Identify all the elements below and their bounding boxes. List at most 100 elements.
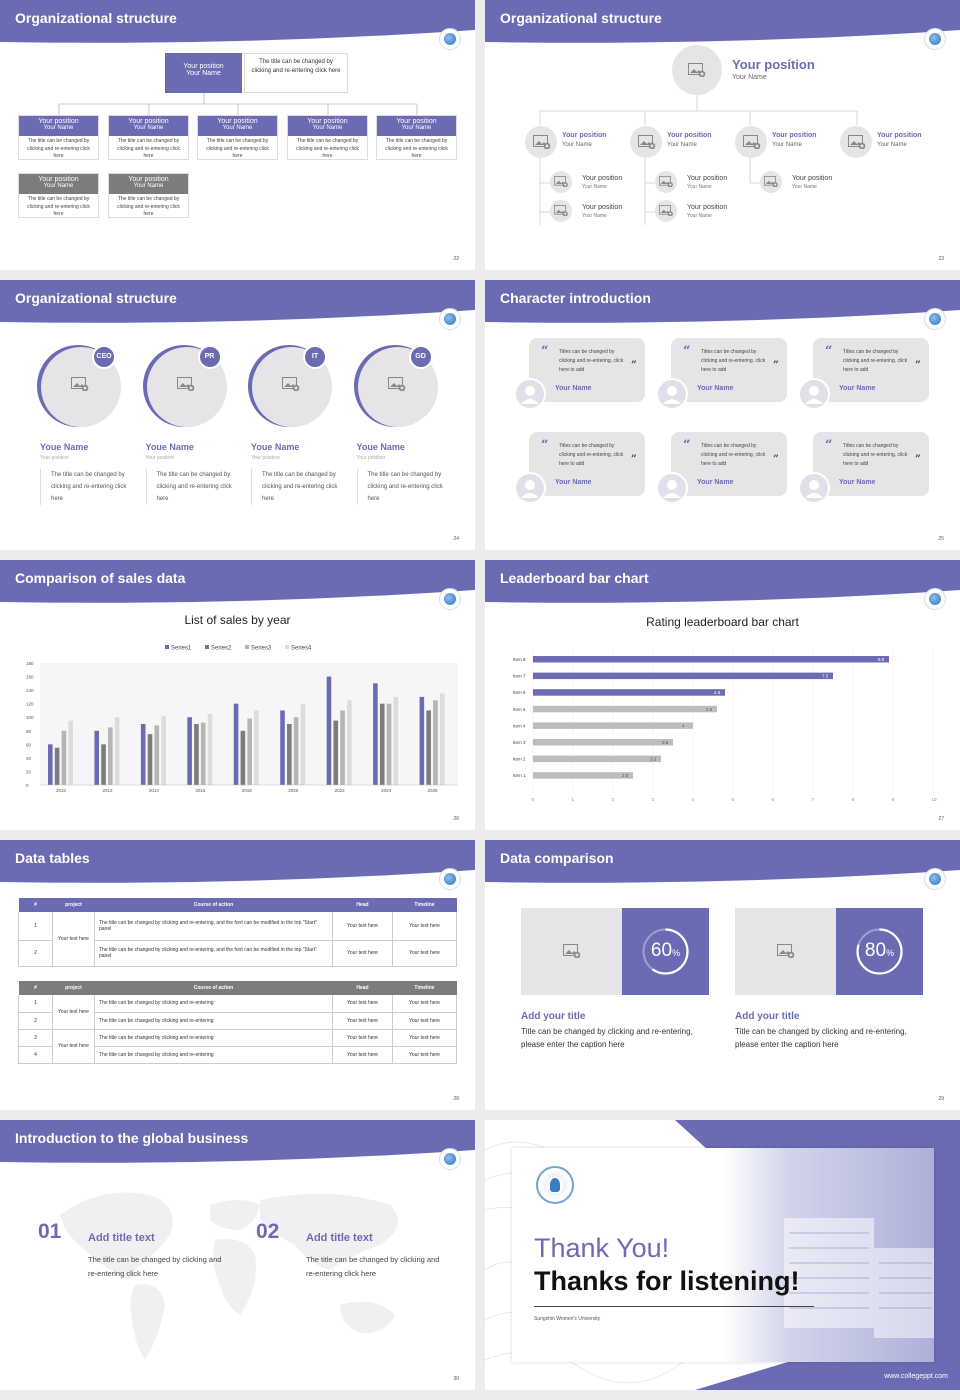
item-text: The title can be changed by clicking and… — [306, 1255, 440, 1279]
slide-22[interactable]: Organizational structure Your position Y… — [0, 0, 475, 270]
member-avatar[interactable] — [525, 126, 557, 158]
member-position: Your position — [792, 175, 833, 182]
photo-placeholder[interactable] — [357, 347, 438, 427]
head-cell: Your text here — [332, 995, 393, 1012]
table-header-row: # project Course of action Head Timeline — [18, 981, 457, 995]
bar — [533, 772, 633, 779]
timeline-cell: Your text here — [392, 940, 457, 966]
member-avatar[interactable] — [550, 171, 572, 193]
quote-card[interactable]: “ Titles can be changed by clicking and r… — [529, 432, 645, 496]
table-row: 4 The title can be changed by clicking a… — [18, 1046, 457, 1063]
item-heading: Add title text — [306, 1232, 373, 1244]
x-tick-label: 1 — [572, 797, 575, 802]
slide-30[interactable]: Introduction to the global business 01 Ad… — [0, 1120, 475, 1390]
data-label: 8.9 — [878, 657, 885, 662]
avatar[interactable] — [514, 472, 546, 504]
member-avatar[interactable] — [550, 200, 572, 222]
slide-title: Organizational structure — [15, 290, 177, 306]
slide-title: Organizational structure — [15, 10, 177, 26]
quote-card[interactable]: “ Titles can be changed by clicking and r… — [529, 338, 645, 402]
org-box[interactable]: Your position Your Name The title can be c… — [197, 115, 278, 160]
slide-24[interactable]: Organizational structure CEO Youe Name You… — [0, 280, 475, 550]
page-number: 27 — [938, 816, 944, 822]
member-avatar[interactable] — [655, 171, 677, 193]
image-placeholder[interactable] — [735, 908, 836, 995]
comparison-card[interactable]: 60% — [521, 908, 709, 995]
legend-label: Series4 — [291, 646, 312, 652]
position-label: Your position — [38, 176, 79, 183]
world-map-background — [60, 1192, 398, 1360]
box-description: The title can be changed by clicking and… — [296, 138, 359, 159]
quote-card[interactable]: “ Titles can be changed by clicking and r… — [671, 338, 787, 402]
slide-26[interactable]: Comparison of sales data List of sales b… — [0, 560, 475, 830]
member-avatar[interactable] — [840, 126, 872, 158]
x-tick-label: 3 — [652, 797, 655, 802]
avatar[interactable] — [798, 472, 830, 504]
slide-27[interactable]: Leaderboard bar chart Rating leaderboard… — [485, 560, 960, 830]
member-avatar[interactable] — [630, 126, 662, 158]
org-box[interactable]: Your position Your Name The title can be c… — [287, 115, 368, 160]
position-label: Your position — [217, 118, 258, 125]
person-card[interactable]: GD Youe Name Your position The title can be… — [353, 345, 444, 525]
open-quote-icon: “ — [683, 438, 691, 453]
slide-31-closing[interactable]: Thank You! Thanks for listening! Sungshi… — [485, 1120, 960, 1390]
avatar[interactable] — [798, 378, 830, 410]
row-number: 3 — [18, 1029, 53, 1046]
quote-card[interactable]: “ Titles can be changed by clicking and r… — [813, 338, 929, 402]
org-box[interactable]: Your position Your Name The title can be c… — [376, 115, 457, 160]
character-name: Your Name — [555, 479, 592, 486]
x-tick-label: 2012 — [102, 788, 113, 793]
slide-23[interactable]: Organizational structure Your position Y… — [485, 0, 960, 270]
person-card[interactable]: CEO Youe Name Your position The title can b… — [37, 345, 127, 525]
avatar[interactable] — [656, 472, 688, 504]
org-box[interactable]: Your position Your Name The title can be c… — [18, 173, 99, 218]
top-name: Your Name — [732, 74, 767, 81]
x-tick-label: 2010 — [56, 788, 67, 793]
row-number: 2 — [18, 940, 53, 966]
quote-text: Titles can be changed by clicking and re… — [559, 349, 624, 373]
org-box[interactable]: Your position Your Name The title can be c… — [18, 115, 99, 160]
head-cell: Your text here — [332, 1012, 393, 1029]
quote-card[interactable]: “ Titles can be changed by clicking and r… — [813, 432, 929, 496]
role-badge: GD — [408, 345, 433, 369]
legend-label: Series2 — [211, 646, 232, 652]
bar — [187, 717, 192, 785]
position-label: Your position — [38, 118, 79, 125]
timeline-cell: Your text here — [392, 912, 457, 940]
person-card[interactable]: PR Youe Name Your position The title can be… — [142, 345, 233, 525]
percent-panel: 80% — [836, 908, 923, 995]
member-name: Your Name — [687, 184, 712, 190]
org-box[interactable]: Your position Your Name The title can be c… — [108, 173, 189, 218]
person-position: Your position — [145, 455, 175, 461]
member-position: Your position — [582, 175, 623, 182]
member-avatar[interactable] — [760, 171, 782, 193]
bar — [233, 703, 239, 785]
open-quote-icon: “ — [541, 344, 549, 359]
divider — [534, 1306, 814, 1307]
university-logo-icon — [439, 868, 461, 890]
person-card[interactable]: IT Youe Name Your position The title can be… — [248, 345, 338, 525]
comparison-card[interactable]: 80% — [735, 908, 923, 995]
org-box[interactable]: Your position Your Name The title can be c… — [108, 115, 189, 160]
header-cell: # — [34, 985, 37, 991]
slide-28[interactable]: Data tables # project Course of action H… — [0, 840, 475, 1110]
member-avatar[interactable] — [735, 126, 767, 158]
chart-title: List of sales by year — [184, 613, 291, 627]
top-avatar-placeholder[interactable] — [672, 45, 722, 95]
business-item[interactable]: 02 Add title text The title can be changed… — [256, 1220, 446, 1290]
y-tick-label: 160 — [26, 675, 34, 680]
x-tick-label: 7 — [812, 797, 815, 802]
slide-29[interactable]: Data comparison 60% Add your title Title c… — [485, 840, 960, 1110]
slide-25[interactable]: Character introduction “ Titles can be ch… — [485, 280, 960, 550]
quote-card[interactable]: “ Titles can be changed by clicking and r… — [671, 432, 787, 496]
percent-value: 60 — [650, 940, 673, 961]
org-top-box[interactable]: Your position Your Name — [165, 53, 242, 93]
avatar[interactable] — [514, 378, 546, 410]
business-item[interactable]: 01 Add title text The title can be changed… — [38, 1220, 228, 1290]
avatar[interactable] — [656, 378, 688, 410]
image-placeholder[interactable] — [521, 908, 622, 995]
member-avatar[interactable] — [655, 200, 677, 222]
name-label: Your Name — [43, 183, 74, 189]
action-cell: The title can be changed by clicking and… — [94, 1046, 333, 1063]
website-url[interactable]: www.collegeppt.com — [884, 1373, 948, 1380]
